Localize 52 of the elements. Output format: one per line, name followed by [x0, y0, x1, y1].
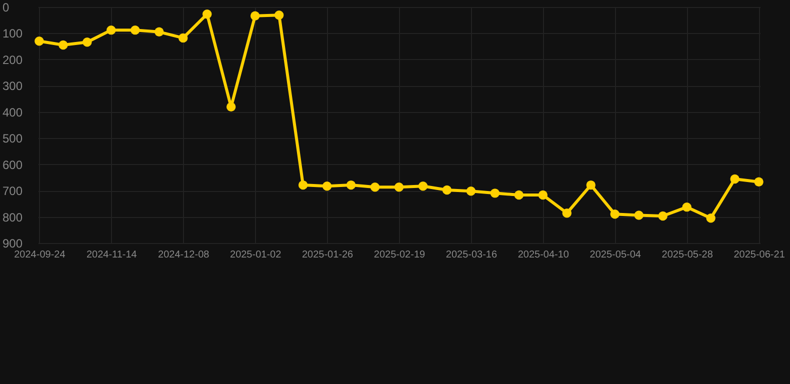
- point: [586, 180, 596, 190]
- point: [298, 180, 308, 190]
- x-tick-label: 2025-01-02: [230, 250, 282, 260]
- x-tick-label: 2025-02-19: [374, 250, 426, 260]
- point: [682, 202, 692, 212]
- point: [490, 188, 500, 198]
- point: [58, 40, 68, 50]
- point: [250, 11, 260, 21]
- point: [442, 185, 452, 195]
- y-tick-label: 400: [2, 105, 23, 120]
- point: [130, 25, 140, 35]
- y-tick-label: 500: [2, 132, 23, 146]
- point: [706, 213, 716, 223]
- x-tick-label: 2024-09-24: [14, 250, 66, 260]
- point: [370, 182, 380, 192]
- point: [394, 182, 404, 192]
- point: [634, 210, 644, 220]
- x-tick-label: 2024-12-08: [158, 250, 210, 260]
- x-tick-label: 2025-05-04: [590, 250, 642, 260]
- x-tick-label: 2025-05-28: [662, 250, 714, 260]
- point: [466, 186, 476, 196]
- point: [82, 38, 92, 47]
- point: [562, 208, 572, 218]
- point: [34, 36, 44, 46]
- point: [418, 181, 428, 191]
- x-tick-label: 2025-04-10: [518, 250, 570, 260]
- y-tick-label: 800: [2, 210, 23, 224]
- y-tick-label: 0: [2, 0, 10, 14]
- point: [202, 9, 212, 19]
- y-tick-label: 300: [2, 79, 23, 94]
- point: [538, 190, 548, 200]
- point: [274, 10, 284, 20]
- point: [658, 211, 668, 221]
- y-tick-label: 100: [2, 26, 23, 41]
- x-tick-label: 2025-03-16: [446, 250, 498, 260]
- point: [154, 27, 164, 37]
- point: [178, 33, 188, 43]
- point: [610, 210, 620, 219]
- point: [106, 25, 116, 35]
- point: [730, 174, 740, 184]
- point: [322, 181, 332, 191]
- point: [346, 180, 356, 190]
- x-tick-label: 2025-06-21: [734, 250, 786, 260]
- y-tick-label: 700: [2, 184, 23, 198]
- y-tick-label: 900: [2, 236, 23, 250]
- y-tick-label: 200: [2, 52, 23, 67]
- point: [514, 190, 524, 200]
- y-tick-label: 600: [2, 158, 23, 172]
- x-tick-label: 2025-01-26: [302, 250, 354, 260]
- point: [754, 177, 764, 187]
- point: [226, 102, 236, 112]
- x-tick-label: 2024-11-14: [86, 250, 138, 260]
